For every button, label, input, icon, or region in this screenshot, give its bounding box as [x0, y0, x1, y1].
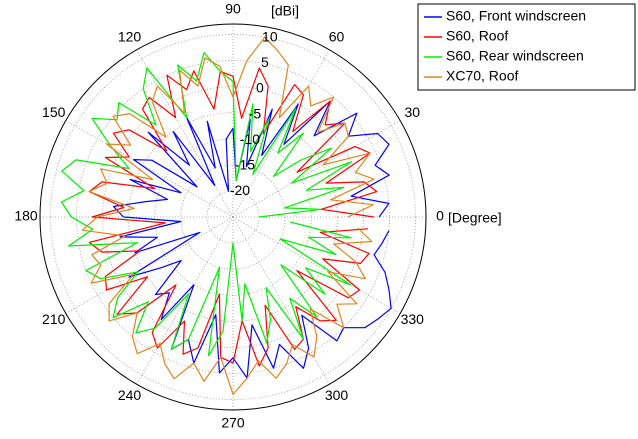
legend-label: S60, Front windscreen	[446, 8, 586, 24]
grid-spoke	[136, 216, 234, 385]
grid-ring	[102, 86, 364, 348]
angle-tick-label: 240	[118, 387, 142, 403]
grid-spoke	[232, 49, 330, 218]
angle-tick-label: 0	[436, 208, 444, 224]
angle-tick-label: 330	[401, 311, 425, 327]
plot-border	[39, 23, 427, 411]
radial-tick-label: -15	[235, 156, 255, 172]
angle-tick-label: 300	[325, 387, 349, 403]
legend-box	[417, 3, 636, 91]
angle-tick-label: 90	[225, 1, 241, 17]
legend-label: S60, Rear windscreen	[446, 48, 584, 64]
grid-spoke	[232, 216, 330, 385]
legend-label: XC70, Roof	[446, 68, 518, 84]
angle-axis-label: [Degree]	[448, 210, 502, 226]
radial-tick-label: 0	[256, 80, 264, 96]
radial-axis-label: [dBi]	[271, 3, 299, 19]
grid-spoke	[136, 49, 234, 218]
radial-tick-label: -10	[240, 131, 260, 147]
angle-tick-label: 270	[221, 415, 245, 431]
angle-tick-label: 30	[404, 104, 420, 120]
angle-tick-label: 150	[42, 104, 66, 120]
grid-spoke	[65, 120, 234, 218]
angle-tick-label: 180	[14, 208, 38, 224]
legend-label: S60, Roof	[446, 28, 508, 44]
angle-tick-label: 210	[42, 311, 66, 327]
series-line	[60, 52, 352, 357]
series-line	[81, 36, 375, 395]
grid-spoke	[232, 216, 401, 314]
radial-tick-label: 10	[262, 28, 278, 44]
radial-tick-label: -5	[249, 105, 262, 121]
angle-tick-label: 120	[118, 28, 142, 44]
grid-spoke	[232, 120, 401, 218]
grid-ring	[180, 164, 286, 270]
grid-ring	[206, 190, 260, 244]
radial-tick-label: 5	[261, 54, 269, 70]
grid-spoke	[65, 216, 234, 314]
angle-tick-label: 60	[329, 28, 345, 44]
grid-ring	[50, 34, 416, 400]
series-line	[88, 67, 378, 367]
radial-tick-label: -20	[230, 182, 250, 198]
